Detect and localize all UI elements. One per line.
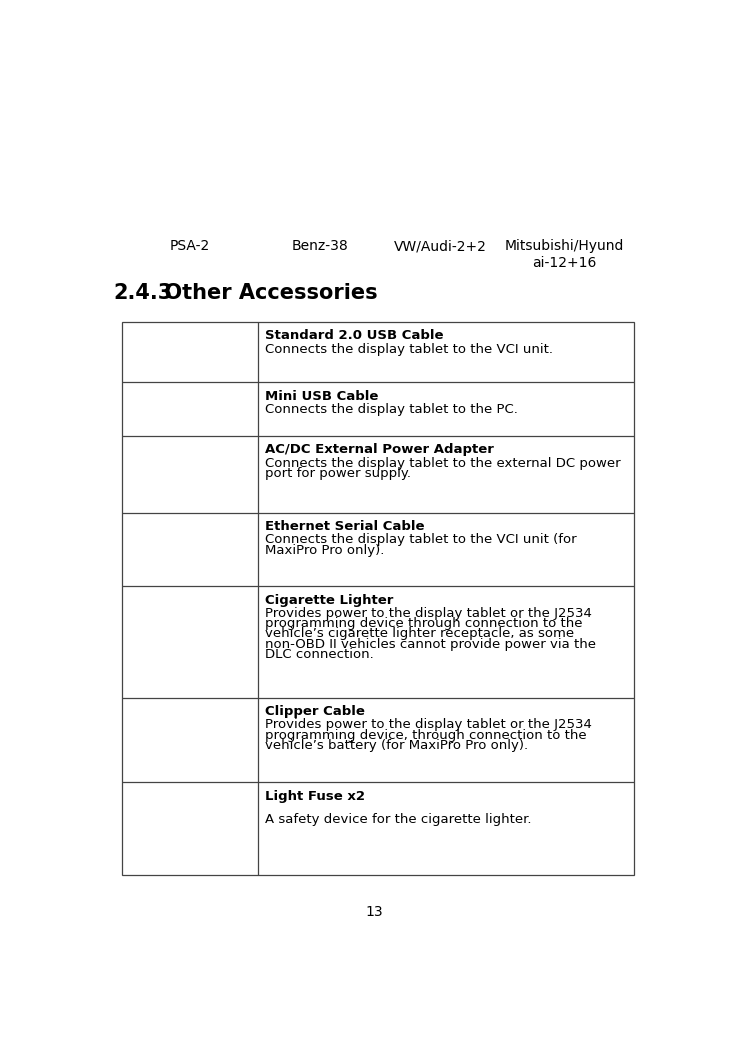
Text: non-OBD II vehicles cannot provide power via the: non-OBD II vehicles cannot provide power… <box>265 637 596 651</box>
Text: Clipper Cable: Clipper Cable <box>265 705 365 718</box>
Text: Benz-38: Benz-38 <box>291 239 348 253</box>
Text: Mitsubishi/Hyund
ai-12+16: Mitsubishi/Hyund ai-12+16 <box>504 239 623 270</box>
Text: VW/Audi-2+2: VW/Audi-2+2 <box>393 239 486 253</box>
Text: port for power supply.: port for power supply. <box>265 467 411 480</box>
Text: A safety device for the cigarette lighter.: A safety device for the cigarette lighte… <box>265 813 531 827</box>
Text: Mini USB Cable: Mini USB Cable <box>265 390 378 402</box>
Text: Provides power to the display tablet or the J2534: Provides power to the display tablet or … <box>265 718 592 732</box>
Text: MaxiPro Pro only).: MaxiPro Pro only). <box>265 543 384 557</box>
Bar <box>122 322 634 875</box>
Text: PSA-2: PSA-2 <box>169 239 210 253</box>
Text: Other Accessories: Other Accessories <box>150 283 378 303</box>
Text: vehicle’s cigarette lighter receptacle, as some: vehicle’s cigarette lighter receptacle, … <box>265 627 574 641</box>
Text: Connects the display tablet to the VCI unit.: Connects the display tablet to the VCI u… <box>265 343 553 355</box>
Text: DLC connection.: DLC connection. <box>265 648 374 661</box>
Text: Connects the display tablet to the external DC power: Connects the display tablet to the exter… <box>265 457 620 469</box>
Text: 13: 13 <box>365 905 383 919</box>
Text: Connects the display tablet to the PC.: Connects the display tablet to the PC. <box>265 402 518 416</box>
Text: Connects the display tablet to the VCI unit (for: Connects the display tablet to the VCI u… <box>265 534 577 547</box>
Text: Cigarette Lighter: Cigarette Lighter <box>265 594 393 606</box>
Text: Ethernet Serial Cable: Ethernet Serial Cable <box>265 520 424 533</box>
Text: AC/DC External Power Adapter: AC/DC External Power Adapter <box>265 443 493 457</box>
Text: programming device, through connection to the: programming device, through connection t… <box>265 728 586 742</box>
Text: programming device through connection to the: programming device through connection to… <box>265 617 583 630</box>
Text: Light Fuse x2: Light Fuse x2 <box>265 790 365 803</box>
Text: Standard 2.0 USB Cable: Standard 2.0 USB Cable <box>265 329 443 343</box>
Text: 2.4.3: 2.4.3 <box>113 283 172 303</box>
Text: Provides power to the display tablet or the J2534: Provides power to the display tablet or … <box>265 607 592 620</box>
Text: vehicle’s battery (for MaxiPro Pro only).: vehicle’s battery (for MaxiPro Pro only)… <box>265 739 528 752</box>
